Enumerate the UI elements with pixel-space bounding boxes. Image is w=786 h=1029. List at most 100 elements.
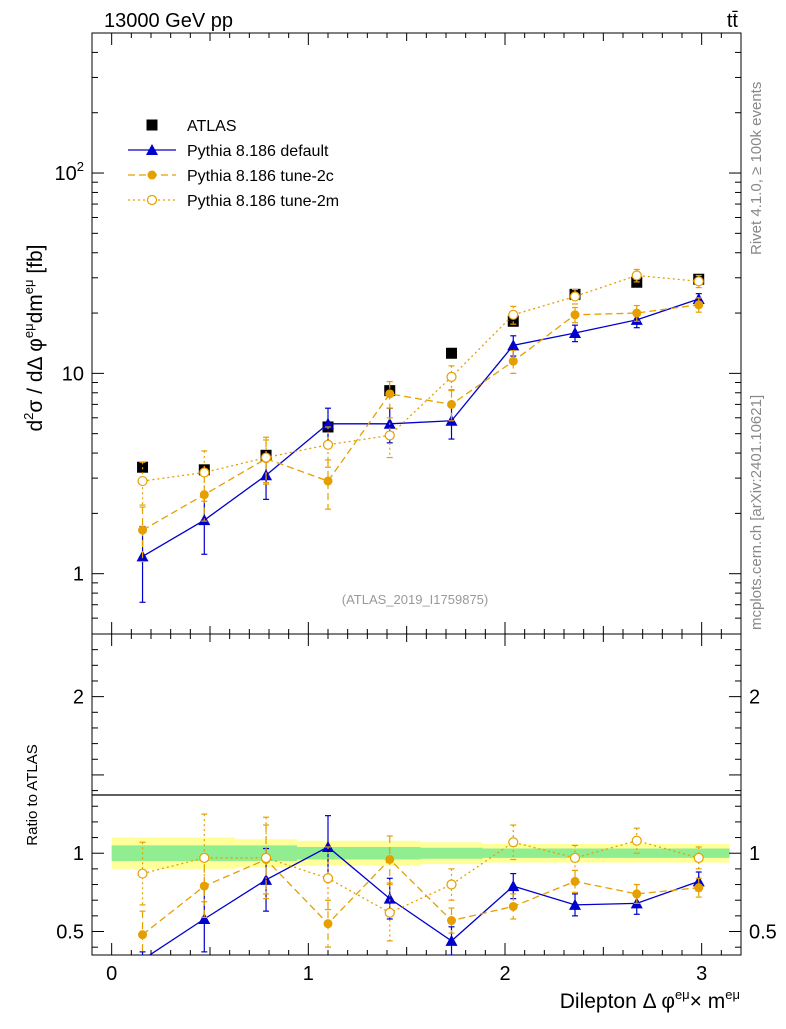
ratio-data-point [385,854,395,864]
ratio-series-line [148,846,699,955]
ratio-data-point [693,852,704,864]
legend-entry: Pythia 8.186 tune-2m [128,193,339,210]
legend-marker [146,194,158,206]
data-point [446,371,457,383]
ratio-data-point [508,901,518,911]
ratio-data-point [384,907,395,918]
series-pythia-8-186-tune-2c [138,297,704,563]
ratio-data-point [569,898,582,910]
ratio-series-line [142,840,699,914]
ratio-y-tick-label: 2 [73,687,84,709]
legend-label: Pythia 8.186 default [187,143,329,160]
data-point [570,310,580,320]
x-tick-label: 3 [696,963,707,985]
legend-entry: ATLAS [146,118,237,135]
data-point [385,389,395,399]
ratio-data-point [198,912,211,924]
ratio-data-point [199,881,209,891]
legend-entry: Pythia 8.186 default [128,143,329,160]
ratio-data-point [322,873,334,884]
ratio-y-tick-label: 0.5 [56,922,84,944]
data-point [507,339,520,351]
data-point [199,490,209,500]
series-line [142,298,699,557]
process-label: tt̄ [727,10,739,32]
mcplots-label: mcplots.cern.ch [arXiv:2401.10621] [748,395,765,630]
ratio-y-tick-label: 1 [73,843,84,865]
main-y-tick-label: 102 [55,159,84,185]
ratio-panel: 0.5 0.5 1 1 2 2 0 1 2 3 [56,633,777,985]
rivet-label: Rivet 4.1.0, ≥ 100k events [748,82,765,255]
series-line [142,304,699,531]
ratio-y-tick-label-right: 2 [749,687,760,709]
series-pythia-8-186-default [136,293,705,603]
ratio-data-point [199,852,210,864]
series-pythia-8-186-tune-2m [137,268,704,506]
main-series-group [136,268,705,603]
data-point [322,439,334,450]
data-point [569,327,582,339]
main-y-tick-label: 1 [73,564,84,586]
data-point [137,461,149,473]
legend-marker [146,119,158,131]
data-point [507,315,519,327]
data-point [694,300,704,310]
main-y-axis-label: d2σ / dΔ φeμdmeμ [fb] [21,244,47,431]
ratio-data-point [507,880,520,892]
ratio-data-point [323,919,333,929]
ratio-data-point [446,879,457,890]
ratio-y-tick-label-right: 0.5 [749,922,777,944]
ratio-axis-ticks: 0.5 0.5 1 1 2 2 0 1 2 3 [56,633,777,985]
data-point [384,430,395,441]
analysis-label: (ATLAS_2019_I1759875) [342,592,488,607]
legend-label: Pythia 8.186 tune-2m [187,193,339,210]
ratio-data-point [569,852,581,864]
ratio-data-point [632,889,642,899]
ratio-series-clipped [137,813,705,955]
ratio-data-point [631,835,642,846]
x-axis-label: Dilepton Δ φeμ× meμ [560,987,740,1013]
data-point [137,475,148,487]
ratio-data-point [138,930,148,940]
ratio-data-point [137,868,148,879]
ratio-data-point [570,876,580,886]
data-point [323,476,333,486]
legend-entry: Pythia 8.186 tune-2c [128,168,334,185]
ratio-series-pythia-8-186-tune-2m [137,813,704,942]
data-point [322,417,334,429]
main-axis-ticks: 1 10 102 [55,32,742,635]
ratio-data-point [141,953,144,955]
x-tick-label: 0 [106,963,117,985]
series-atlas [137,273,705,476]
legend: ATLAS Pythia 8.186 default Pythia 8.186 tu… [128,118,339,210]
data-point [260,452,272,463]
legend-label: ATLAS [187,118,237,135]
main-panel: 1 10 102 (ATLAS_2019_I1759875) [55,32,742,635]
data-point [693,276,704,287]
legend-marker [146,144,158,155]
ratio-y-tick-label-right: 1 [749,843,760,865]
ratio-data-point [447,916,457,926]
ratio-data-point [260,873,273,885]
data-point [508,356,518,366]
data-point [138,525,148,535]
data-point [508,309,519,320]
series-line [142,274,699,482]
ratio-data-point [508,837,519,848]
data-point [446,347,458,359]
ratio-data-point [383,892,396,904]
data-point [569,291,581,302]
data-point [447,399,457,409]
legend-label: Pythia 8.186 tune-2c [187,168,334,185]
ratio-data-point [445,934,458,946]
data-point [632,308,642,318]
ratio-data-point [694,883,704,893]
ratio-data-point [260,852,272,864]
ratio-series-line [142,858,699,936]
data-point [631,270,642,281]
x-tick-label: 1 [303,963,314,985]
legend-marker [147,170,157,180]
ratio-y-axis-label: Ratio to ATLAS [24,744,41,845]
energy-label: 13000 GeV pp [104,10,233,32]
